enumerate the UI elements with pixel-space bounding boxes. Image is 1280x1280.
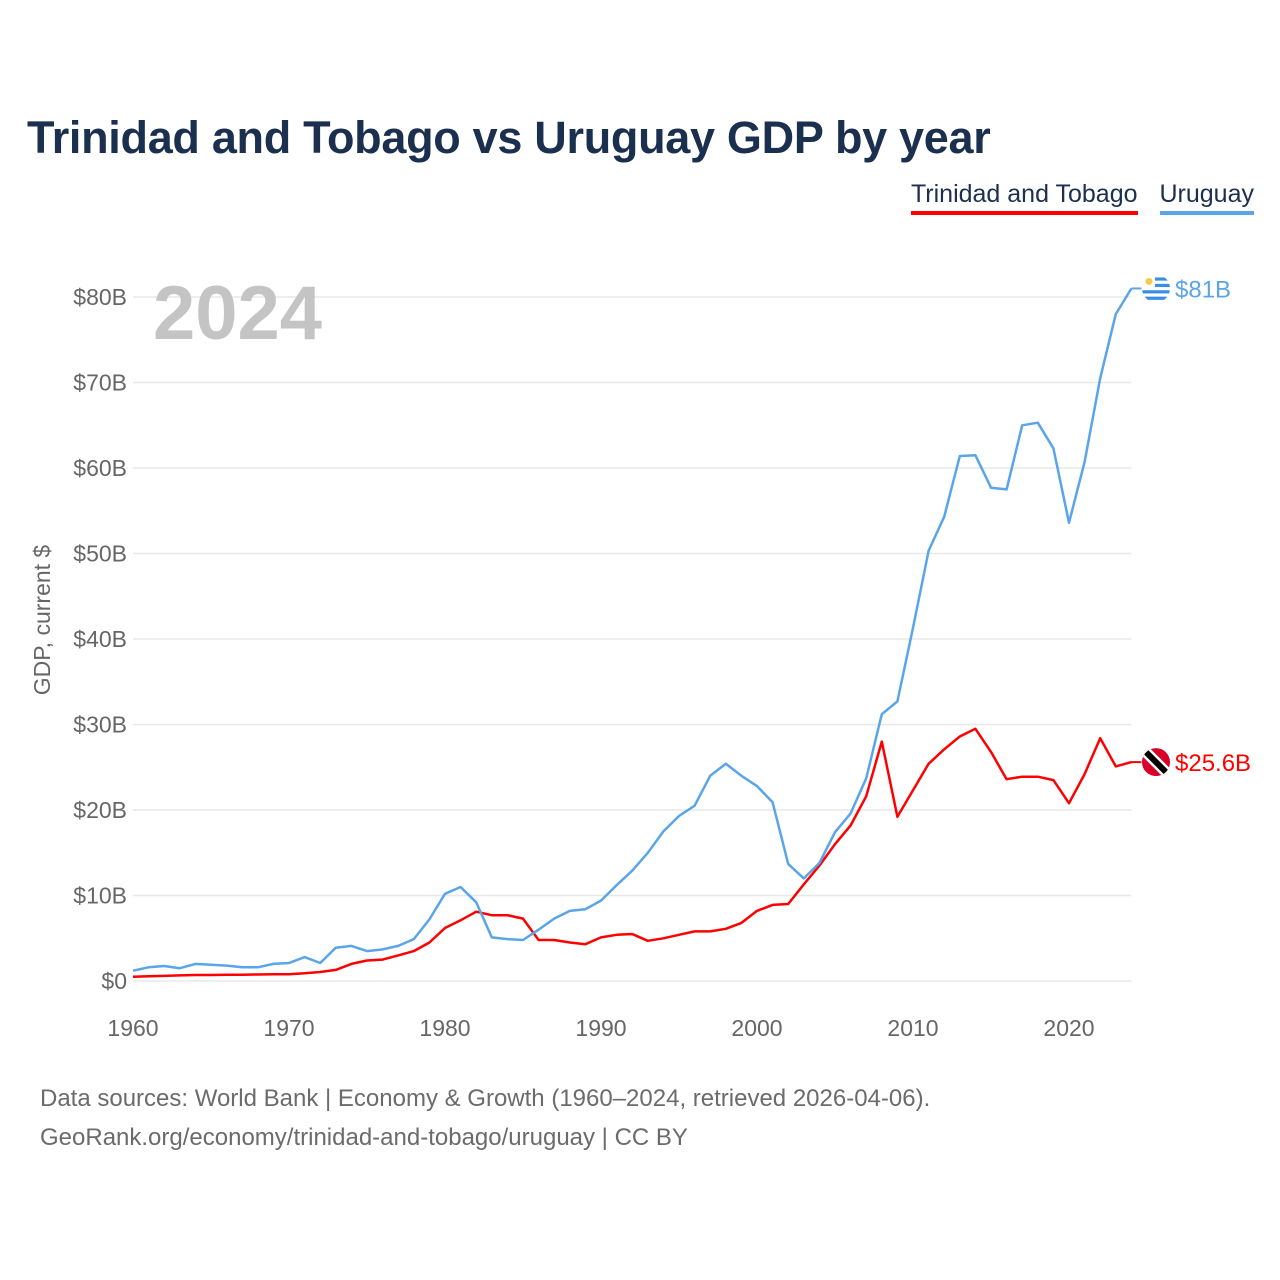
legend-item-trinidad-and-tobago[interactable]: Trinidad and Tobago [910,180,1138,215]
y-tick-label: $50B [73,541,127,567]
y-tick-label: $0 [101,968,127,994]
y-tick-label: $80B [73,284,127,310]
series-line-trinidad-and-tobago [132,727,1132,978]
y-tick-label: $70B [73,370,127,396]
y-axis-label: GDP, current $ [29,545,55,696]
end-value-label: $81B [1175,276,1231,303]
x-tick-label: 1970 [263,1015,314,1041]
x-tick-label: 1990 [575,1015,626,1041]
x-tick-label: 2000 [731,1015,782,1041]
y-tick-label: $30B [73,712,127,738]
y-tick-label: $60B [73,455,127,481]
x-tick-label: 2020 [1043,1015,1094,1041]
uruguay-flag-icon [1142,274,1170,303]
y-tick-label: $20B [73,797,127,823]
x-tick-label: 1960 [107,1015,158,1041]
legend-item-uruguay[interactable]: Uruguay [1159,180,1254,215]
y-tick-label: $10B [73,883,127,909]
y-tick-label: $40B [73,626,127,652]
series-line-uruguay [132,287,1133,972]
footer-sources: Data sources: World Bank | Economy & Gro… [40,1085,931,1112]
trinidad-and-tobago-flag-icon [1142,748,1170,777]
end-value-label: $25.6B [1175,750,1251,777]
legend: Trinidad and Tobago Uruguay [910,180,1254,215]
footer-link[interactable]: GeoRank.org/economy/trinidad-and-tobago/… [40,1124,688,1151]
x-tick-label: 1980 [419,1015,470,1041]
year-watermark: 2024 [153,271,322,356]
line-chart: $0 $10B $20B $30B $40B $50B $60B $70B $80B 1960 1… [29,271,1251,1041]
chart-title: Trinidad and Tobago vs Uruguay GDP by ye… [27,112,991,163]
x-tick-label: 2010 [887,1015,938,1041]
